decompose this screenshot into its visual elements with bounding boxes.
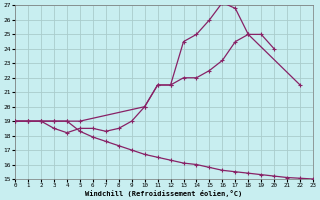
- X-axis label: Windchill (Refroidissement éolien,°C): Windchill (Refroidissement éolien,°C): [85, 190, 243, 197]
